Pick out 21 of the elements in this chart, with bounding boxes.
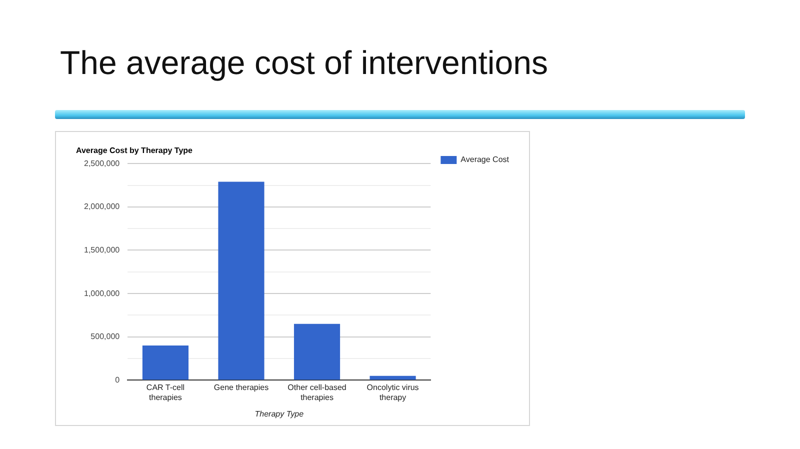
y-tick-label: 500,000	[90, 332, 120, 342]
chart-title: The average cost of interventions	[60, 44, 548, 82]
category-label: CAR T-cell	[146, 383, 185, 392]
category-label: therapy	[379, 392, 406, 402]
category-label: therapies	[149, 392, 182, 402]
chart-subtitle: Average Cost by Therapy Type	[76, 146, 194, 156]
y-tick-label: 2,000,000	[84, 202, 120, 212]
x-tick-label: Gene therapies	[214, 383, 269, 392]
y-tick-label: 1,000,000	[84, 288, 120, 298]
y-tick-label: 0	[115, 375, 120, 384]
y-tick-label: 2,500,000	[84, 158, 120, 168]
category-label: Other cell-based	[288, 383, 346, 392]
y-tick-label: 1,500,000	[84, 245, 120, 254]
category-label: Oncolytic virus	[366, 383, 419, 392]
category-label: therapies	[300, 392, 334, 402]
bar	[294, 324, 340, 380]
bar	[370, 376, 416, 380]
legend-label: Average Cost	[460, 155, 510, 164]
bar	[142, 346, 189, 380]
x-axis-title: Therapy Type	[254, 409, 304, 418]
bar	[218, 182, 264, 380]
